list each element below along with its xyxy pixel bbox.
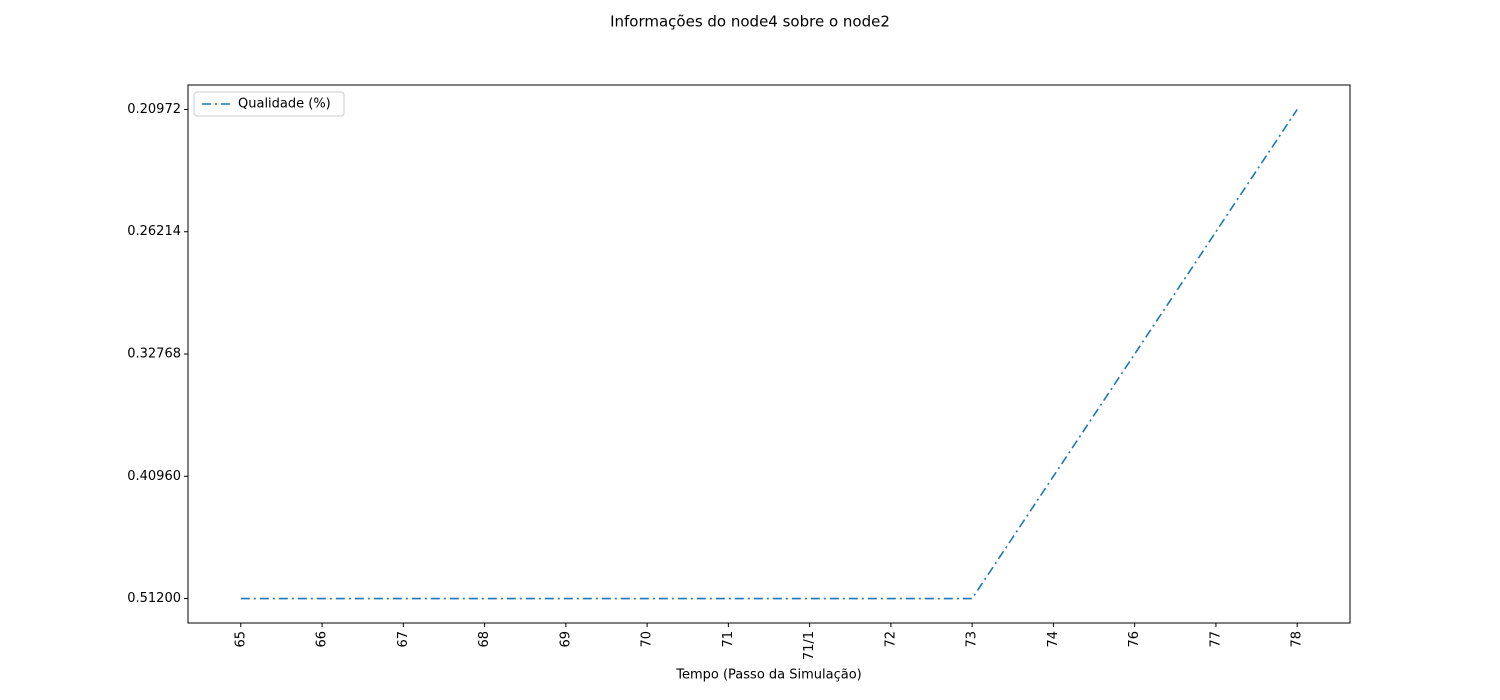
legend: Qualidade (%) bbox=[193, 91, 345, 117]
plot-frame bbox=[187, 84, 1351, 624]
x-tick-label: 73 bbox=[965, 631, 980, 648]
x-tick-label: 65 bbox=[233, 631, 248, 648]
x-tick-label: 68 bbox=[477, 631, 492, 648]
y-tick-label: 0.40960 bbox=[127, 469, 181, 484]
x-tick-label: 66 bbox=[315, 631, 330, 648]
x-tick-label: 71/1 bbox=[802, 631, 817, 660]
x-tick-label: 77 bbox=[1208, 631, 1223, 648]
legend-box bbox=[193, 91, 345, 117]
x-tick-label: 76 bbox=[1127, 631, 1142, 648]
x-tick-label: 72 bbox=[883, 631, 898, 648]
x-tick-label: 69 bbox=[558, 631, 573, 648]
y-tick-label: 0.32768 bbox=[127, 347, 181, 362]
chart-title: Informações do node4 sobre o node2 bbox=[610, 13, 890, 31]
x-tick-label: 71 bbox=[721, 631, 736, 648]
x-tick-label: 67 bbox=[396, 631, 411, 648]
data-line bbox=[240, 109, 1298, 600]
y-tick-label: 0.51200 bbox=[127, 591, 181, 606]
x-tick-label: 74 bbox=[1046, 631, 1061, 648]
legend-label: Qualidade (%) bbox=[238, 97, 331, 112]
y-tick-label: 0.20972 bbox=[127, 102, 181, 117]
y-tick-label: 0.26214 bbox=[127, 224, 181, 239]
x-tick-label: 78 bbox=[1290, 631, 1305, 648]
x-axis-label: Tempo (Passo da Simulação) bbox=[675, 668, 862, 683]
x-tick-label: 70 bbox=[640, 631, 655, 648]
